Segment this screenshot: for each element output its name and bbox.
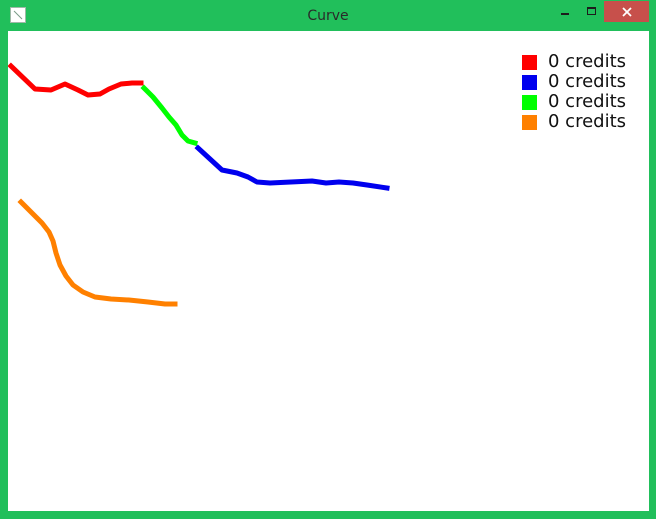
maximize-icon [586,7,596,15]
legend-item-green: 0 credits [522,92,626,112]
red-curve [8,62,144,98]
legend-item-red: 0 credits [522,52,626,72]
window-title: Curve [307,8,349,24]
orange-curve [17,198,178,307]
legend: 0 credits 0 credits 0 credits 0 credits [522,52,626,132]
legend-item-orange: 0 credits [522,112,626,132]
close-icon [621,6,632,17]
legend-label-red: 0 credits [548,51,627,72]
legend-label-blue: 0 credits [548,71,627,92]
legend-swatch-red [522,54,537,70]
title-bar[interactable]: Curve [0,0,656,31]
minimize-button[interactable] [552,1,578,21]
app-glyph-icon [13,10,23,20]
maximize-button[interactable] [578,1,604,21]
legend-label-green: 0 credits [548,91,627,112]
green-curve [140,84,199,147]
blue-curve [194,144,390,191]
minimize-icon [561,13,569,15]
legend-swatch-blue [522,74,537,90]
legend-swatch-green [522,94,537,110]
curve-canvas[interactable] [8,31,649,511]
app-icon[interactable] [10,7,26,23]
legend-item-blue: 0 credits [522,72,626,92]
legend-swatch-orange [522,114,537,130]
legend-label-orange: 0 credits [548,111,627,132]
drawing-area[interactable]: 0 credits 0 credits 0 credits 0 credits [8,31,649,511]
close-button[interactable] [604,1,649,22]
